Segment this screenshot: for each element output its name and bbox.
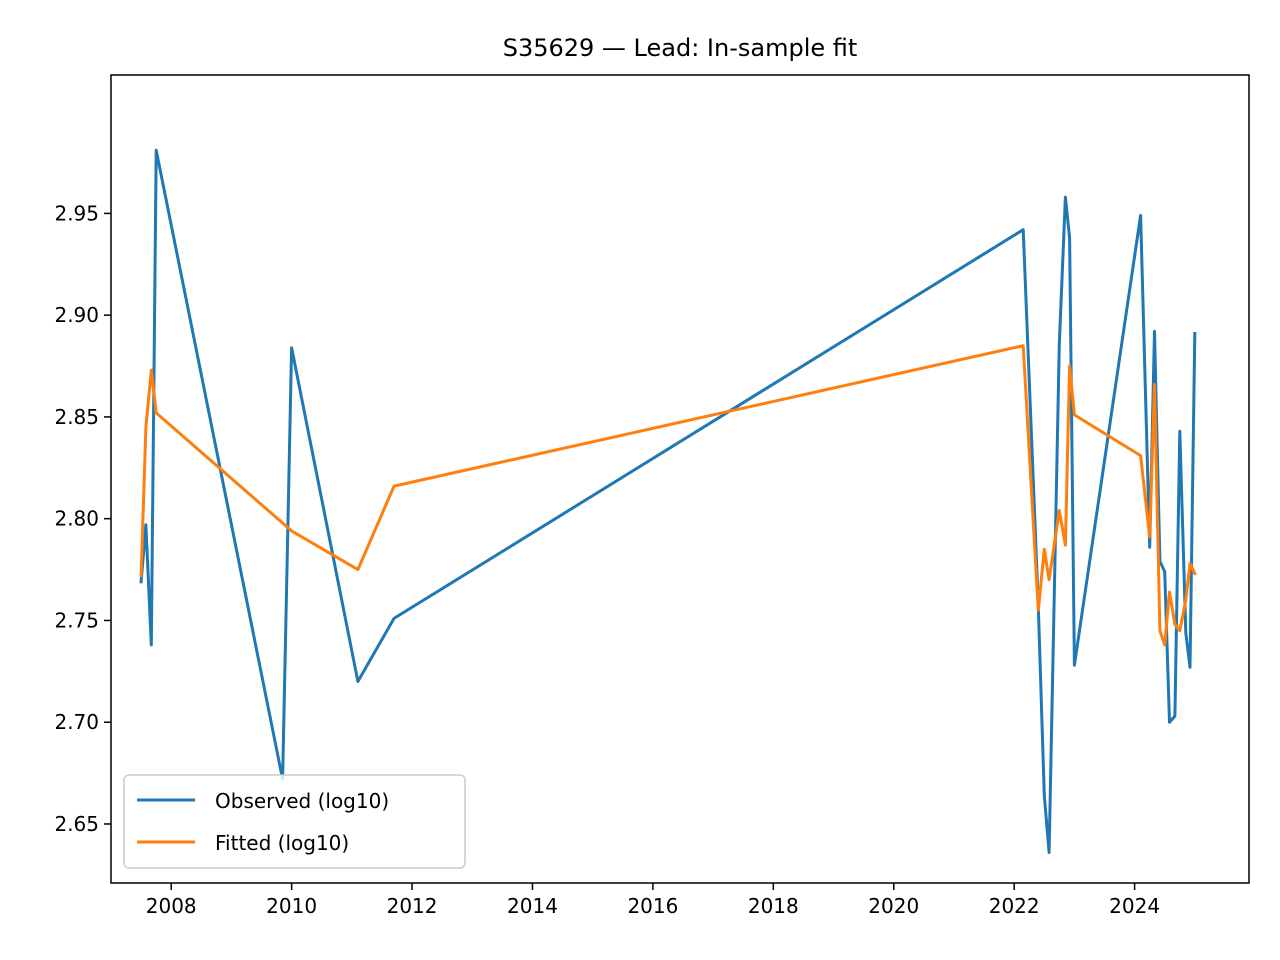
x-tick-label: 2014 (507, 894, 558, 918)
y-tick-label: 2.85 (54, 405, 99, 429)
y-axis: 2.65 2.70 2.75 2.80 2.85 2.90 2.95 (54, 201, 111, 836)
legend-box (123, 774, 466, 869)
series-line-observed (139, 148, 1197, 854)
axes-frame (110, 74, 1250, 884)
legend-label-fitted: Fitted (log10) (215, 831, 349, 855)
x-tick-label: 2008 (146, 894, 197, 918)
y-tick-label: 2.70 (54, 710, 99, 734)
y-tick-label: 2.65 (54, 812, 99, 836)
x-tick-label: 2012 (387, 894, 438, 918)
legend: Observed (log10) Fitted (log10) (123, 774, 466, 869)
legend-label-observed: Observed (log10) (215, 789, 389, 813)
x-tick-label: 2022 (989, 894, 1040, 918)
plot-area (110, 74, 1250, 884)
series-line-fitted (139, 344, 1197, 647)
y-tick-label: 2.80 (54, 507, 99, 531)
x-tick-label: 2018 (748, 894, 799, 918)
y-tick-label: 2.75 (54, 608, 99, 632)
x-tick-label: 2010 (266, 894, 317, 918)
x-tick-label: 2016 (627, 894, 678, 918)
x-tick-label: 2020 (868, 894, 919, 918)
y-tick-label: 2.90 (54, 303, 99, 327)
x-axis: 2008 2010 2012 2014 2016 2018 2020 2022 2024 (146, 883, 1160, 918)
series-layer (139, 148, 1197, 854)
chart-title: S35629 — Lead: In-sample fit (503, 34, 858, 62)
y-tick-label: 2.95 (54, 201, 99, 225)
x-tick-label: 2024 (1109, 894, 1160, 918)
